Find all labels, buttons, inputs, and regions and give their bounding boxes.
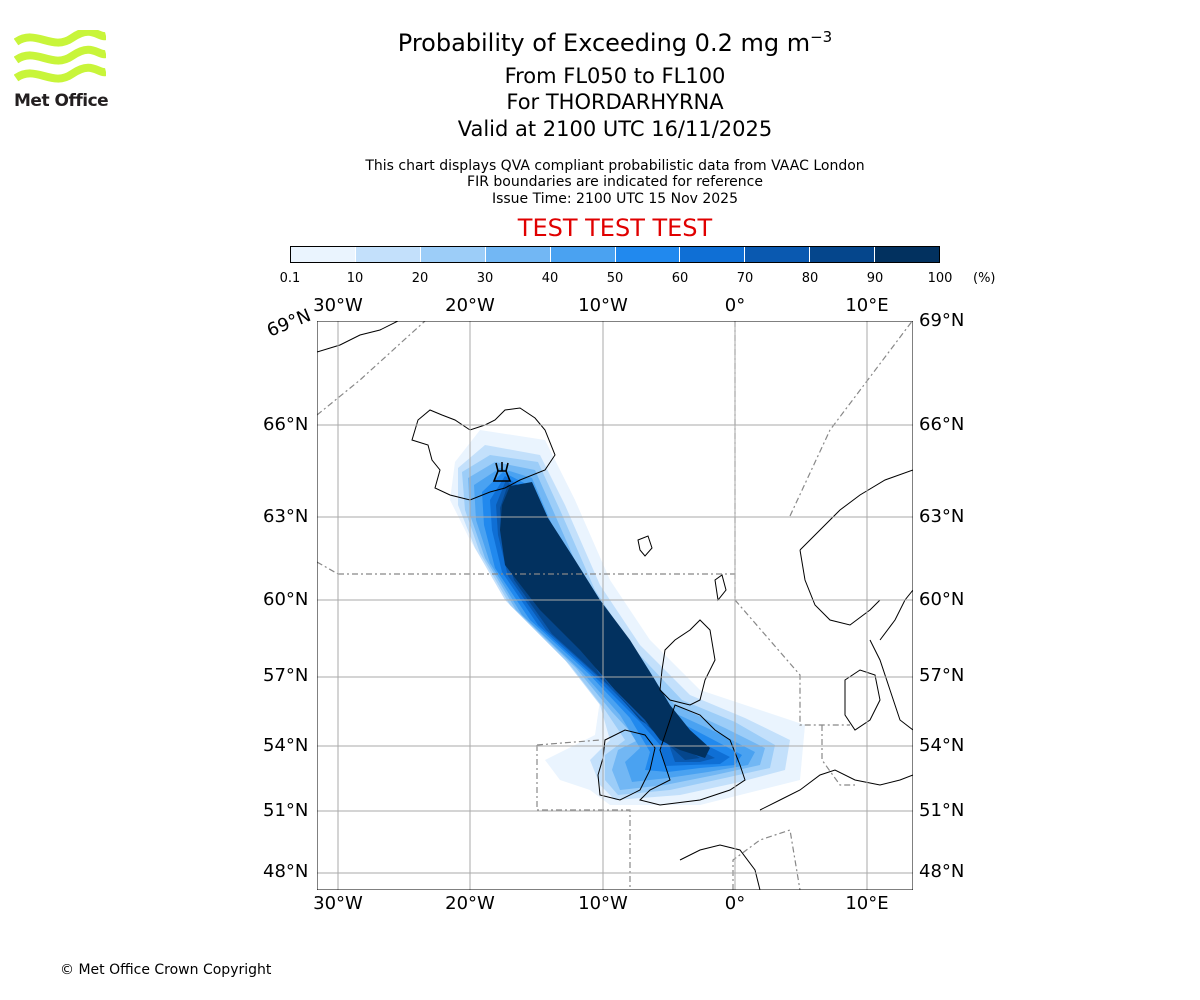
colorbar-segment-6 [679,247,745,262]
test-banner: TEST TEST TEST [517,214,713,242]
lat-label-right-66n: 66°N [919,414,965,435]
iceland-coast [411,407,556,501]
colorbar-segment-8 [809,247,875,262]
plume-level-10 [500,482,710,758]
lat-label-left-48n: 48°N [263,861,309,882]
england-coast [639,704,746,806]
colorbar-tick-label: 100 [927,271,953,286]
chart-title-text: Probability of Exceeding 0.2 mg m [397,29,811,57]
lon-label-bottom-10w: 10°W [578,893,628,914]
colorbar-segment-2 [419,247,485,262]
lat-label-left-51n: 51°N [263,800,309,821]
colorbar-tick-label: 70 [736,271,754,286]
ireland-coast [597,729,656,801]
colorbar-tick-label: 90 [866,271,884,286]
lat-label-right-51n: 51°N [919,800,965,821]
colorbar-unit: (%) [973,271,996,286]
coastlines [317,321,913,890]
issue-time: Issue Time: 2100 UTC 15 Nov 2025 [491,191,739,207]
lon-label-top-10e: 10°E [845,295,889,316]
lon-label-bottom-0: 0° [724,893,746,914]
lat-label-left-66n: 66°N [263,414,309,435]
colorbar-tick-label: 10 [346,271,364,286]
fir-norway [789,321,913,517]
ash-probability-map [317,321,913,890]
faroe-islands [637,535,653,557]
met-office-logo-icon [14,30,106,83]
volcano-name: For THORDARHYRNA [506,90,724,114]
subtitle-fir-note: FIR boundaries are indicated for referen… [467,174,763,190]
colorbar-tick-label: 40 [541,271,559,286]
lat-label-left-69n: 69°N [264,305,314,342]
lat-label-right-57n: 57°N [919,665,965,686]
lat-label-right-63n: 63°N [919,506,965,527]
lat-label-left-60n: 60°N [263,589,309,610]
colorbar-segment-3 [484,247,550,262]
fir-greenland [317,321,426,416]
lon-label-top-10w: 10°W [578,295,628,316]
colorbar-segment-0 [291,247,355,262]
sweden-coast [869,589,913,731]
lat-label-left-63n: 63°N [263,506,309,527]
lon-label-top-30w: 30°W [313,295,363,316]
ash-plume [450,430,805,805]
graticule [317,321,913,890]
lat-label-left-57n: 57°N [263,665,309,686]
chart-title: Probability of Exceeding 0.2 mg m−3 [0,28,1200,57]
denmark-coast [844,669,881,731]
colorbar-segment-4 [549,247,615,262]
volcano-icon [492,462,512,482]
fir-europe [732,725,855,890]
lon-label-bottom-30w: 30°W [313,893,363,914]
flight-level-range: From FL050 to FL100 [504,64,726,88]
lon-label-bottom-10e: 10°E [845,893,889,914]
colorbar-segment-1 [354,247,420,262]
fir-shanwick [536,739,631,890]
colorbar-segment-7 [744,247,810,262]
colorbar-tick-label: 30 [476,271,494,286]
colorbar-tick-label: 80 [801,271,819,286]
met-office-logo-text: Met Office [14,91,109,111]
copyright-notice: © Met Office Crown Copyright [60,962,272,978]
lon-label-top-20w: 20°W [445,295,495,316]
colorbar-segment-9 [874,247,940,262]
lat-label-right-60n: 60°N [919,589,965,610]
probability-colorbar [290,246,940,263]
greenland-coast [317,321,400,353]
scotland-coast [659,619,716,706]
colorbar-tick-label: 0.1 [279,271,301,286]
lat-label-right-54n: 54°N [919,735,965,756]
norway-coast [799,469,913,626]
shetland [714,574,727,602]
lon-label-bottom-20w: 20°W [445,893,495,914]
chart-title-exponent: −3 [810,28,833,46]
valid-time: Valid at 2100 UTC 16/11/2025 [457,117,773,141]
colorbar-tick-label: 50 [606,271,624,286]
lat-label-left-54n: 54°N [263,735,309,756]
subtitle-description: This chart displays QVA compliant probab… [365,158,865,174]
lon-label-top-0: 0° [724,295,746,316]
colorbar-tick-label: 60 [671,271,689,286]
colorbar-tick-label: 20 [411,271,429,286]
colorbar-segment-5 [614,247,680,262]
lat-label-right-48n: 48°N [919,861,965,882]
lat-label-right-69n: 69°N [919,310,965,331]
